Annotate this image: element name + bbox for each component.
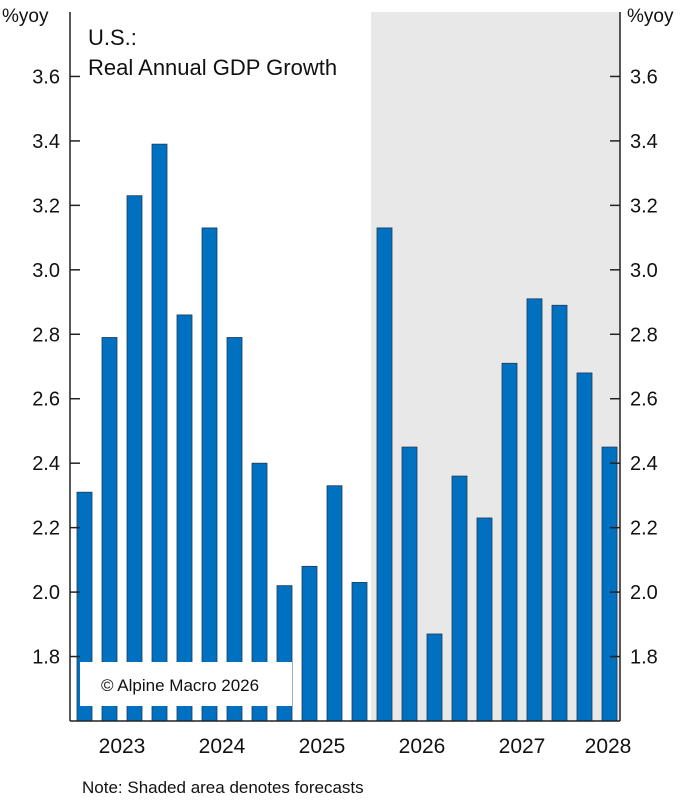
- y-tick-label-left: 2.4: [32, 453, 60, 475]
- y-axis-label-left: %yoy: [2, 6, 49, 27]
- y-tick-label-right: 2.8: [630, 324, 658, 346]
- y-tick-label-right: 2.6: [630, 389, 658, 411]
- x-tick-label: 2024: [199, 735, 246, 758]
- y-tick-label-left: 2.6: [32, 389, 60, 411]
- y-tick-label-left: 2.2: [32, 518, 60, 540]
- x-tick-label: 2026: [399, 735, 446, 758]
- copyright-text: © Alpine Macro 2026: [101, 676, 259, 695]
- y-tick-label-left: 1.8: [32, 647, 60, 669]
- y-tick-label-left: 3.2: [32, 195, 60, 217]
- bar-12: [376, 227, 393, 722]
- x-tick-label: 2027: [499, 735, 546, 758]
- y-tick-label-left: 3.4: [32, 131, 60, 153]
- footnote: Note: Shaded area denotes forecasts: [82, 778, 364, 797]
- chart-subtitle: Real Annual GDP Growth: [88, 55, 337, 80]
- bar-14: [426, 633, 443, 722]
- y-tick-label-right: 2.4: [630, 453, 658, 475]
- y-tick-label-right: 2.2: [630, 518, 658, 540]
- bar-18: [526, 298, 543, 722]
- bar-17: [501, 362, 518, 722]
- y-tick-label-right: 2.0: [630, 582, 658, 604]
- x-tick-label: 2028: [585, 735, 632, 758]
- y-tick-label-left: 2.8: [32, 324, 60, 346]
- bar-19: [551, 304, 568, 722]
- bar-3: [151, 143, 168, 722]
- y-tick-label-left: 3.6: [32, 66, 60, 88]
- bar-20: [576, 372, 593, 722]
- y-tick-label-right: 1.8: [630, 647, 658, 669]
- y-tick-label-left: 3.0: [32, 260, 60, 282]
- bar-15: [451, 475, 468, 722]
- y-tick-label-right: 3.4: [630, 131, 658, 153]
- bar-2: [126, 195, 143, 722]
- bar-10: [326, 485, 343, 722]
- y-tick-label-left: 2.0: [32, 582, 60, 604]
- bar-5: [201, 227, 218, 722]
- bar-9: [301, 565, 318, 722]
- bar-4: [176, 314, 193, 722]
- bar-16: [476, 517, 493, 722]
- copyright-box: [80, 662, 292, 706]
- y-tick-label-right: 3.0: [630, 260, 658, 282]
- y-axis-label-right: %yoy: [627, 6, 674, 27]
- bar-11: [351, 582, 368, 722]
- chart-title: U.S.:: [88, 25, 137, 50]
- x-tick-label: 2025: [299, 735, 346, 758]
- y-tick-label-right: 3.2: [630, 195, 658, 217]
- bar-21: [601, 446, 618, 722]
- x-tick-label: 2023: [99, 735, 146, 758]
- y-tick-label-right: 3.6: [630, 66, 658, 88]
- bar-13: [401, 446, 418, 722]
